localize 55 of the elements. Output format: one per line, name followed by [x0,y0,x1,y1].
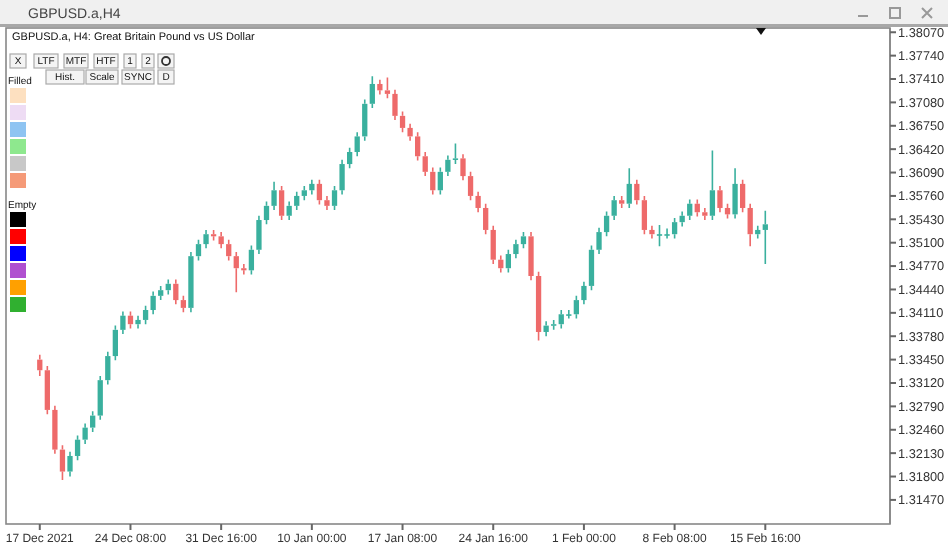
candlestick [452,142,459,165]
candlestick [649,224,655,240]
candlestick [619,195,625,209]
candlestick [377,78,383,96]
candlestick [709,149,716,221]
candlestick [755,224,761,240]
candlestick [656,224,663,248]
candlestick [558,309,564,330]
candlestick [430,166,436,196]
candlestick [762,210,768,265]
candlestick [324,195,330,211]
candlestick [256,214,262,255]
candlestick [241,263,247,276]
candlestick [362,98,368,142]
candlestick [135,314,141,330]
candlestick [475,190,481,214]
candlestick [392,88,398,121]
candlestick [173,278,179,306]
candlestick [528,231,534,282]
candlestick [626,167,632,209]
candlestick [634,178,640,206]
candlestick [286,200,292,221]
candlestick [339,158,345,196]
candlestick [294,190,300,211]
candlestick [52,404,58,455]
candlestick [226,239,232,262]
candlestick [460,153,466,182]
candlestick [97,375,103,421]
candlestick [150,290,156,316]
candlestick [702,207,708,221]
candlestick [233,251,239,294]
candlestick [717,185,723,214]
candlestick [188,251,194,313]
candlestick [747,202,753,248]
candlestick [407,122,413,142]
candlestick [67,450,73,478]
candlestick [566,309,572,320]
candlestick [271,180,277,211]
candlestick [611,195,617,221]
candlestick [513,239,519,260]
candlestick [490,224,496,265]
candlestick [581,280,587,306]
candlestick [596,227,602,255]
candlestick [543,320,549,338]
candlestick [301,185,307,201]
candlestick [218,231,224,250]
candlestick [422,151,428,177]
candlestick [203,229,209,250]
candlestick [354,131,360,158]
candlestick [445,154,451,177]
candlestick [82,422,88,445]
candlestick [120,310,126,335]
candlestick [732,167,738,220]
candlestick [687,198,693,221]
candlestick [105,351,111,386]
